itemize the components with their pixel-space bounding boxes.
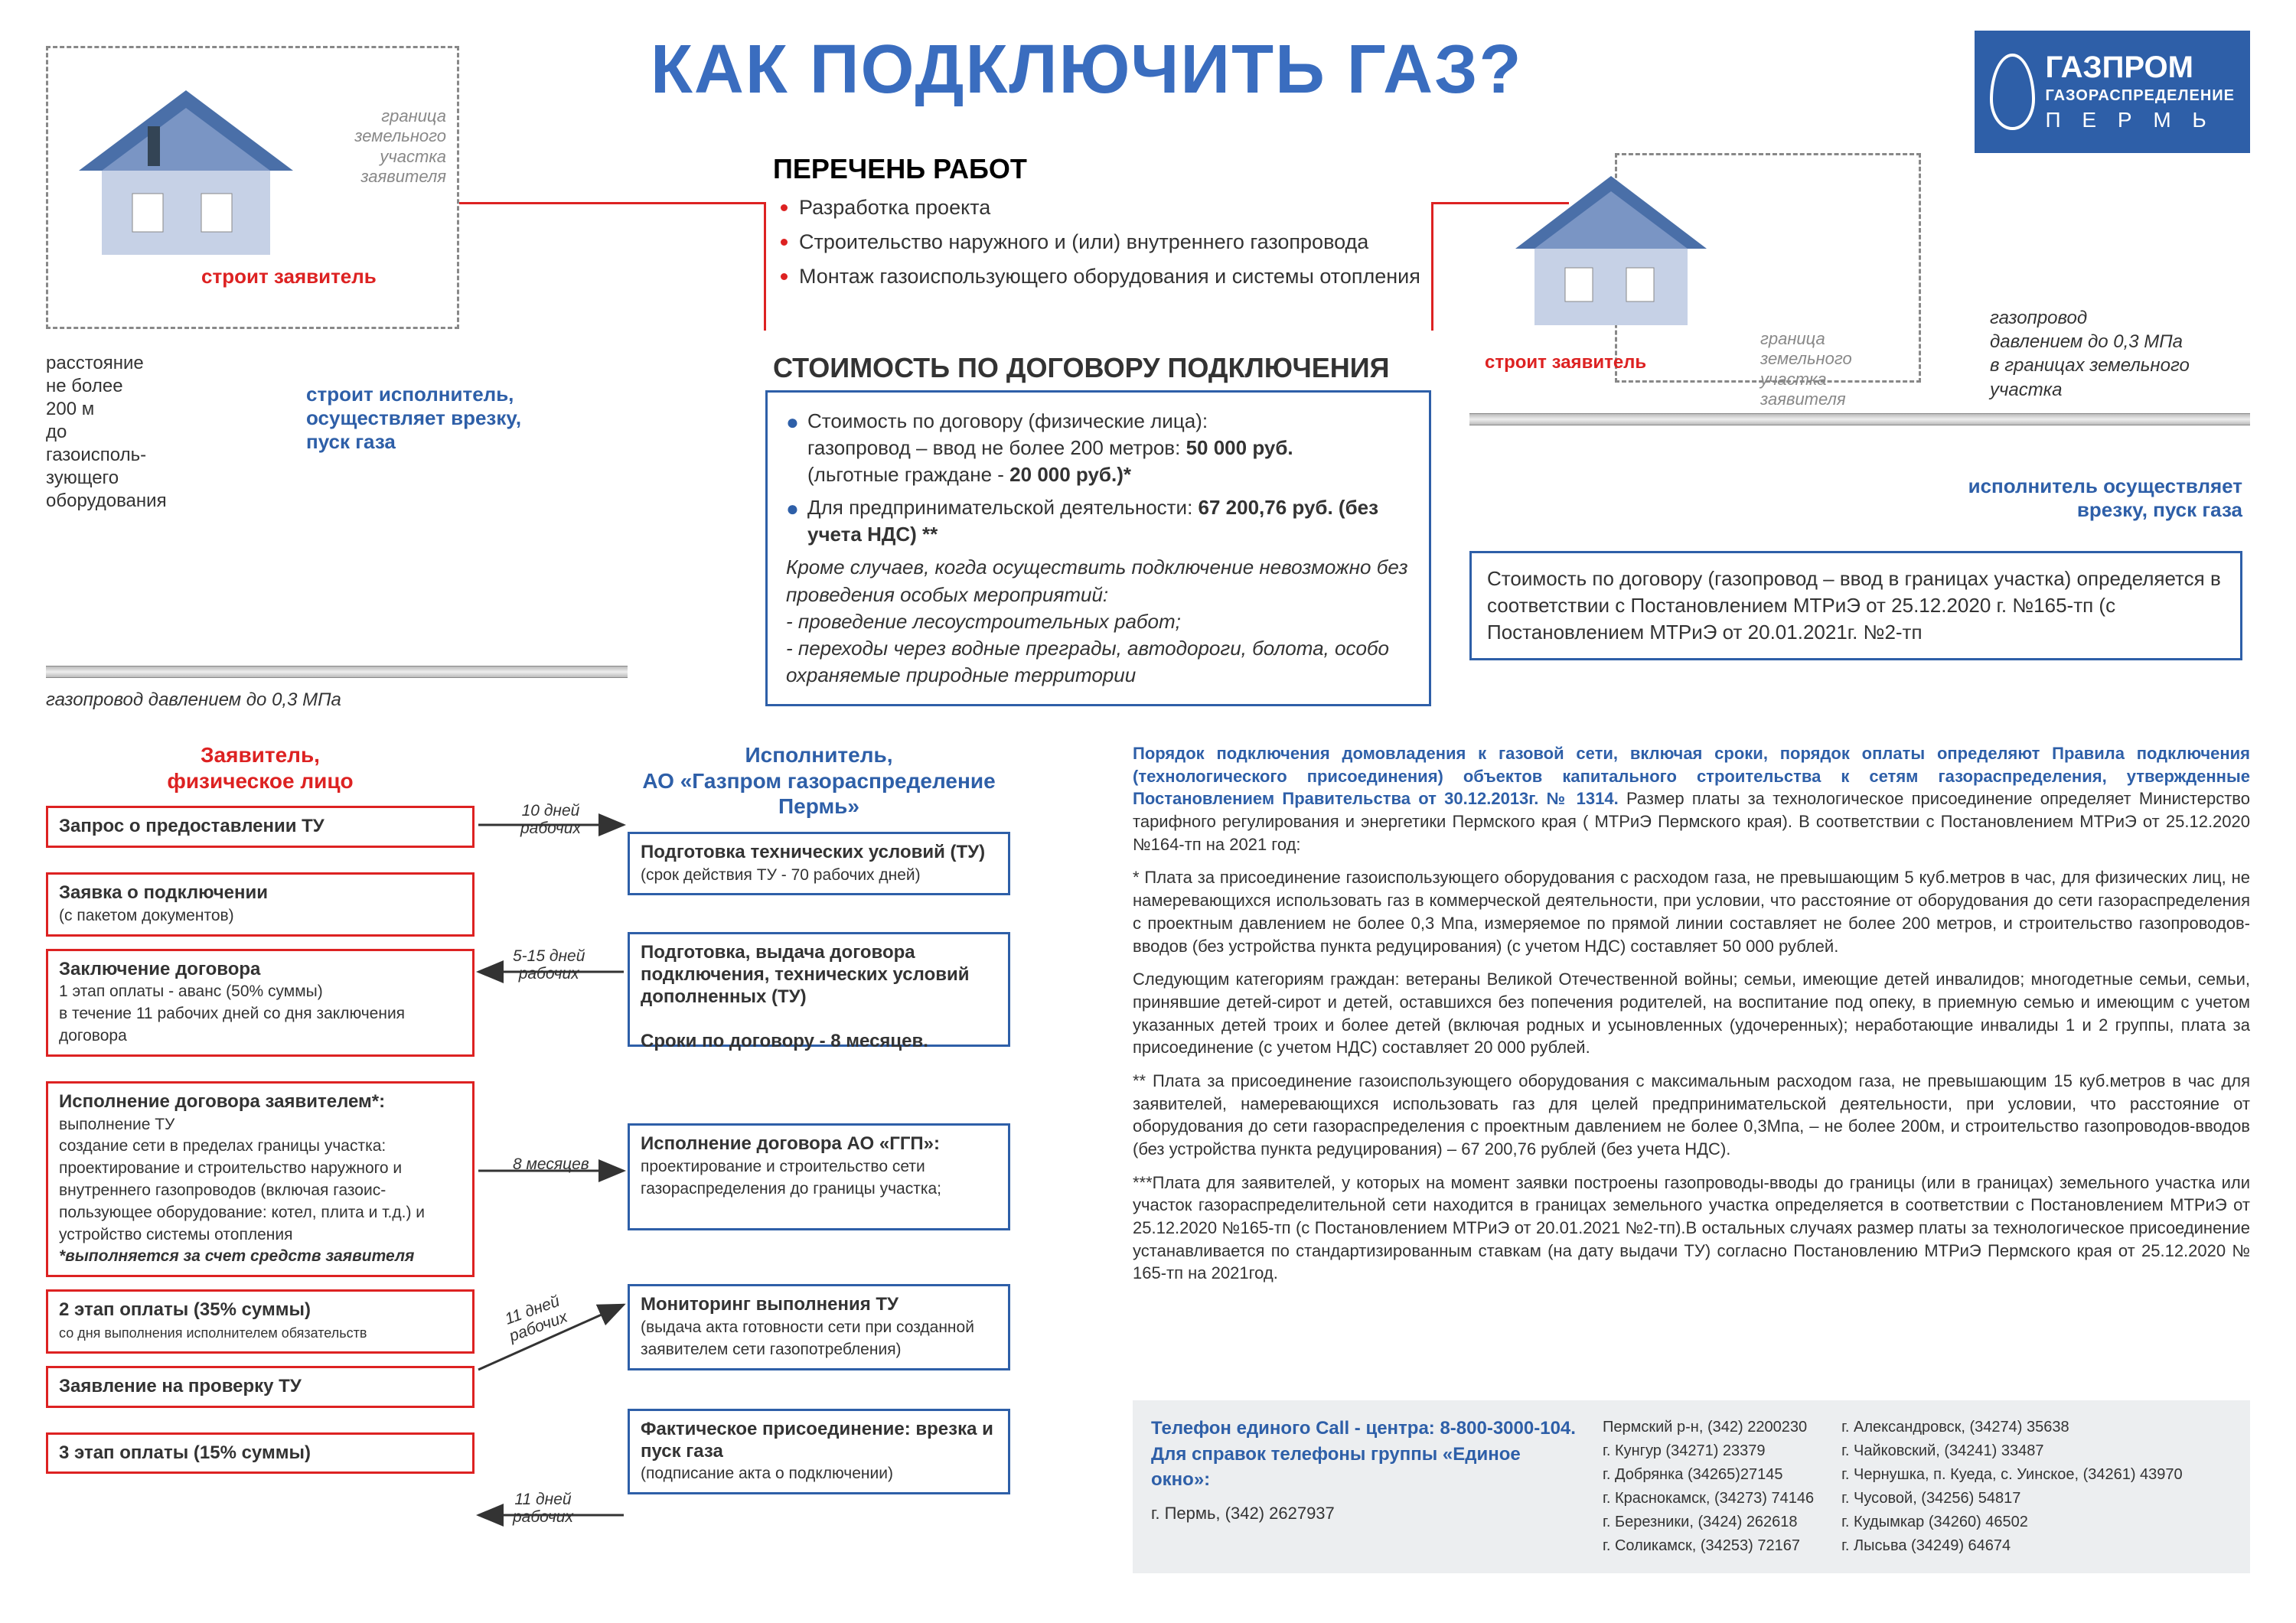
flow-left-title: Заявитель, физическое лицо — [46, 742, 475, 794]
pipeline-right — [1469, 413, 2250, 425]
flow-r5: Фактическое присоединение: врезка и пуск… — [628, 1409, 1010, 1494]
house-icon — [56, 56, 331, 285]
flowchart: Заявитель, физическое лицо Запрос о пред… — [46, 742, 1010, 1494]
logo-line2: ГАЗОРАСПРЕДЕЛЕНИЕ — [2046, 87, 2236, 105]
executor-label-r: исполнитель осуществляет врезку, пуск га… — [1867, 474, 2242, 522]
flow-right-title: Исполнитель, АО «Газпром газораспределен… — [628, 742, 1010, 820]
right-cost-box: Стоимость по договору (газопровод – ввод… — [1469, 551, 2242, 660]
cost-item: Для предпринимательской деятельности: 67… — [807, 494, 1411, 548]
footnote-2: ** Плата за присоединение газоиспользующ… — [1133, 1070, 2250, 1161]
distance-text: расстояние не более 200 м до газоисполь-… — [46, 352, 245, 513]
pipe-side-label: газопровод давлением до 0,3 МПа в границ… — [1990, 306, 2250, 402]
flow-r2: Подготовка, выдача договора подключения,… — [628, 932, 1010, 1047]
connector — [1431, 202, 1433, 331]
flow-l2: Заявка о подключении(с пакетом документо… — [46, 872, 475, 937]
cost-box: Стоимость по договору (физические лица):… — [765, 390, 1431, 706]
pipeline-left — [46, 666, 628, 678]
cost-note: Кроме случаев, когда осуществить подключ… — [786, 554, 1411, 688]
footnote-1b: Следующим категориям граждан: ветераны В… — [1133, 968, 2250, 1059]
phones-col3: г. Александровск, (34274) 35638 г. Чайко… — [1841, 1416, 2183, 1558]
flow-l5: 2 этап оплаты (35% суммы)со дня выполнен… — [46, 1289, 475, 1354]
builds-applicant-label: строит заявитель — [201, 265, 377, 288]
house-diagram-left: граница земельного участка заявителя стр… — [46, 46, 459, 329]
footnote-3: ***Плата для заявителей, у которых на мо… — [1133, 1172, 2250, 1285]
arrow-label: 8 месяцев — [513, 1155, 589, 1173]
gazprom-logo: ГАЗПРОМ ГАЗОРАСПРЕДЕЛЕНИЕ П Е Р М Ь — [1975, 31, 2250, 153]
flow-r4: Мониторинг выполнения ТУ(выдача акта гот… — [628, 1284, 1010, 1370]
flow-l6: Заявление на проверку ТУ — [46, 1366, 475, 1408]
contacts-box: Телефон единого Call - центра: 8-800-300… — [1133, 1400, 2250, 1573]
page-title: КАК ПОДКЛЮЧИТЬ ГАЗ? — [651, 31, 1523, 109]
perm-phone: г. Пермь, (342) 2627937 — [1151, 1502, 1580, 1526]
flow-r1: Подготовка технических условий (ТУ)(срок… — [628, 832, 1010, 896]
connector — [764, 202, 766, 331]
arrow-label: 5-15 дней рабочих — [513, 947, 585, 983]
reference-phones: Для справок телефоны группы «Единое окно… — [1151, 1442, 1580, 1493]
cost-item: Стоимость по договору (физические лица):… — [807, 408, 1411, 488]
cost-title: СТОИМОСТЬ ПО ДОГОВОРУ ПОДКЛЮЧЕНИЯ — [773, 352, 1390, 384]
connector — [459, 202, 765, 204]
footnote-1: * Плата за присоединение газоиспользующе… — [1133, 866, 2250, 957]
flow-r3: Исполнение договора АО «ГГП»:проектирова… — [628, 1123, 1010, 1230]
flame-icon — [1990, 54, 2035, 130]
builds-applicant-label-r: строит заявитель — [1485, 352, 1646, 373]
phones-col2: Пермский р-н, (342) 2200230 г. Кунгур (3… — [1603, 1416, 1814, 1558]
boundary-caption-r: граница земельного участка заявителя — [1760, 329, 1913, 410]
arrow-label: 11 дней рабочих — [513, 1491, 573, 1526]
flow-l7: 3 этап оплаты (15% суммы) — [46, 1432, 475, 1475]
boundary-caption: граница земельного участка заявителя — [293, 106, 446, 187]
pipe-label-left: газопровод давлением до 0,3 МПа — [46, 689, 341, 712]
work-item: Разработка проекта — [799, 191, 1424, 223]
work-item: Монтаж газоиспользующего оборудования и … — [799, 260, 1424, 292]
logo-line1: ГАЗПРОМ — [2046, 52, 2236, 83]
work-item: Строительство наружного и (или) внутренн… — [799, 226, 1424, 257]
body-text: Порядок подключения домовладения к газов… — [1133, 742, 2250, 1295]
logo-line3: П Е Р М Ь — [2046, 108, 2236, 132]
builds-executor-label: строит исполнитель, осуществляет врезку,… — [306, 383, 620, 454]
flow-l1: Запрос о предоставлении ТУ — [46, 806, 475, 848]
works-title: ПЕРЕЧЕНЬ РАБОТ — [773, 153, 1027, 185]
house-diagram-right: граница земельного участка заявителя стр… — [1469, 153, 1929, 436]
flow-l3: Заключение договора1 этап оплаты - аванс… — [46, 949, 475, 1057]
call-center: Телефон единого Call - центра: 8-800-300… — [1151, 1416, 1580, 1442]
house-icon — [1492, 145, 1737, 352]
arrow-label: 10 дней рабочих — [520, 802, 581, 837]
works-list: Разработка проекта Строительство наружно… — [773, 191, 1424, 294]
flow-l4: Исполнение договора заявителем*: выполне… — [46, 1081, 475, 1277]
